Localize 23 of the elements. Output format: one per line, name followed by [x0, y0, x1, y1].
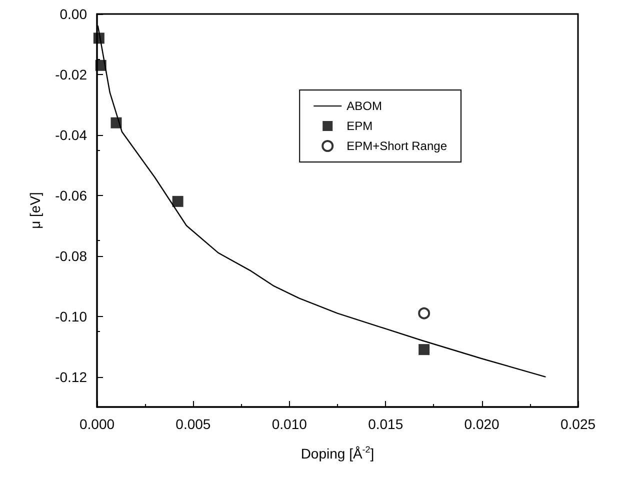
- x-tick-label: 0.015: [368, 416, 404, 432]
- legend-label: EPM: [346, 119, 373, 133]
- point: [93, 32, 104, 44]
- point: [418, 307, 430, 320]
- y-tick-label: 0.00: [60, 6, 88, 22]
- point: [172, 196, 184, 207]
- x-tick-label: 0.010: [272, 416, 308, 432]
- y-tick-label: -0.04: [55, 126, 88, 143]
- y-axis-title: μ [eV]: [27, 192, 43, 229]
- y-tick-label: -0.10: [55, 308, 88, 324]
- x-tick-label: 0.020: [464, 416, 500, 432]
- legend-label: ABOM: [346, 99, 382, 113]
- y-tick-label: -0.06: [55, 187, 88, 204]
- y-tick-label: -0.08: [55, 248, 88, 264]
- y-tick-label: -0.02: [55, 66, 88, 82]
- x-tick-label: 0.000: [79, 416, 115, 432]
- point: [110, 117, 122, 128]
- x-tick-label: 0.005: [176, 416, 211, 432]
- point: [95, 60, 106, 71]
- point: [418, 344, 430, 356]
- y-tick-label: -0.12: [55, 368, 88, 385]
- legend-label: EPM+Short Range: [346, 139, 448, 153]
- x-tick-label: 0.025: [560, 416, 596, 432]
